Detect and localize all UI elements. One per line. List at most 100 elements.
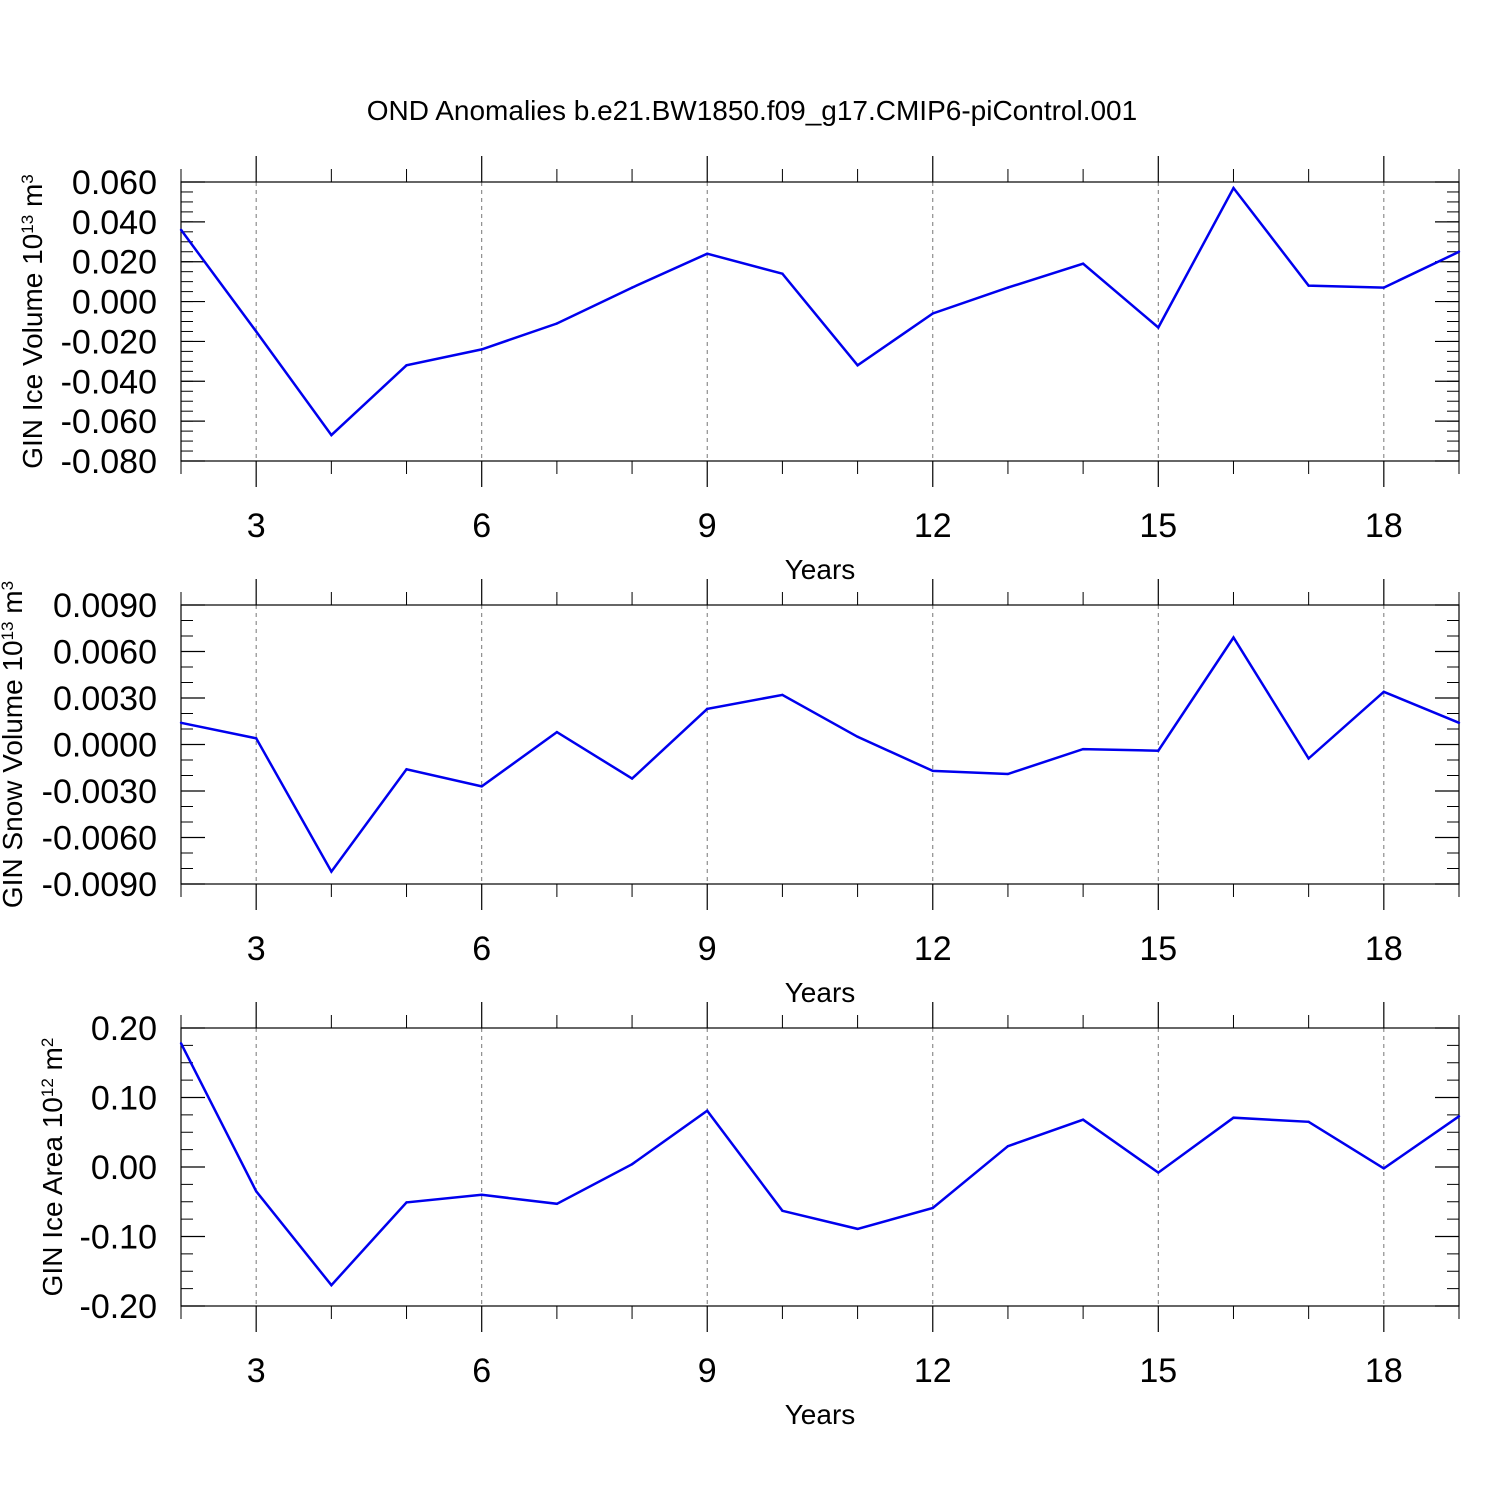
x-tick-label: 15 <box>1139 930 1177 968</box>
x-tick-label: 18 <box>1365 1352 1403 1390</box>
y-axis-label: GIN Snow Volume 1013 m3 <box>0 581 28 908</box>
y-tick-label: -0.20 <box>80 1288 158 1326</box>
data-point <box>706 1109 709 1112</box>
plot-frame <box>180 181 1460 462</box>
y-tick-label: 0.20 <box>91 1010 157 1048</box>
data-point <box>781 693 784 697</box>
data-point <box>856 364 859 367</box>
data-point <box>1006 772 1010 776</box>
data-point <box>179 1042 183 1045</box>
y-axis-label-superscript: 13 <box>18 215 37 234</box>
x-tick-label: 6 <box>472 930 491 968</box>
x-tick-label: 12 <box>914 1352 952 1390</box>
data-point <box>630 286 634 289</box>
y-tick-label: -0.0030 <box>42 773 157 811</box>
data-point <box>1382 690 1386 693</box>
y-axis-label-superscript: 12 <box>38 1078 57 1097</box>
y-tick-label: -0.040 <box>61 363 157 401</box>
x-tick-label: 12 <box>914 507 952 545</box>
data-point <box>1081 262 1085 265</box>
y-tick-label: -0.10 <box>80 1219 158 1257</box>
y-tick-label: 0.00 <box>91 1149 157 1187</box>
data-point <box>706 252 709 255</box>
data-point <box>555 1202 559 1206</box>
data-point <box>1382 286 1386 289</box>
data-point <box>555 730 559 734</box>
y-tick-label: 0.040 <box>72 204 157 242</box>
data-point <box>480 1193 483 1197</box>
data-point <box>781 272 784 275</box>
x-axis-label: Years <box>785 554 856 585</box>
data-point <box>630 777 634 780</box>
x-axis-label: Years <box>785 1399 856 1430</box>
data-point <box>856 735 859 738</box>
panel-ice-area: 0.20 0.10 0.00 -0.10 -0.20 3 6 9 12 15 18 Years GIN … <box>37 1002 1461 1430</box>
x-tick-label: 9 <box>698 507 717 545</box>
data-point <box>405 768 408 771</box>
x-tick-label: 15 <box>1139 1352 1177 1390</box>
y-tick-label: 0.000 <box>72 284 157 322</box>
series-line <box>179 1042 1460 1288</box>
data-point <box>781 1209 784 1212</box>
y-axis-label-superscript: 3 <box>0 581 17 590</box>
data-point <box>179 228 183 232</box>
data-point <box>254 1190 258 1193</box>
x-tick-label: 9 <box>698 1352 717 1390</box>
y-axis-label-superscript: 2 <box>38 1038 57 1047</box>
data-point <box>931 312 934 315</box>
y-tick-label: -0.080 <box>61 443 157 481</box>
data-point <box>1157 749 1160 752</box>
x-tick-label: 18 <box>1365 930 1403 968</box>
plot-frame <box>180 604 1460 885</box>
data-point <box>1006 1144 1010 1148</box>
x-tick-label: 15 <box>1139 507 1177 545</box>
data-point <box>330 870 333 873</box>
panel-ice-volume: 0.0600.0400.0200.000-0.020-0.040-0.060-0… <box>17 156 1461 585</box>
data-point <box>1382 1167 1386 1170</box>
x-tick-label: 3 <box>247 507 266 545</box>
data-point <box>1006 286 1010 289</box>
data-point <box>179 721 183 724</box>
data-point <box>405 364 408 367</box>
data-point <box>1307 284 1310 287</box>
data-point <box>931 769 934 773</box>
data-point <box>1081 1118 1085 1121</box>
data-point <box>254 330 258 333</box>
y-axis-label: GIN Ice Area 1012 m2 <box>37 1038 68 1297</box>
y-tick-label: -0.060 <box>61 403 157 441</box>
data-point <box>1457 1115 1461 1118</box>
y-axis-label: GIN Ice Volume 1013 m3 <box>17 174 48 469</box>
series-line <box>179 185 1460 437</box>
data-point <box>931 1206 934 1210</box>
y-tick-label: 0.10 <box>91 1080 157 1118</box>
data-point <box>1157 326 1160 329</box>
x-tick-label: 3 <box>247 930 266 968</box>
data-point <box>1457 250 1461 253</box>
y-axis-label-text: GIN Ice Volume 10 <box>17 234 48 469</box>
data-point <box>856 1227 859 1231</box>
y-tick-label: 0.020 <box>72 244 157 282</box>
x-tick-label: 6 <box>472 1352 491 1390</box>
data-point <box>330 1283 333 1287</box>
series-line <box>180 635 1460 874</box>
y-axis-label-superscript: 3 <box>18 174 37 183</box>
data-point <box>555 322 559 325</box>
data-point <box>1081 747 1085 751</box>
y-tick-label: 0.0030 <box>53 680 157 718</box>
y-tick-label: -0.0060 <box>42 820 157 858</box>
y-tick-label: 0.060 <box>72 164 157 202</box>
data-point <box>1457 721 1461 724</box>
data-point <box>1232 636 1235 639</box>
y-axis-label-text: m <box>37 1047 68 1078</box>
y-tick-label: -0.020 <box>61 323 157 361</box>
data-point <box>405 1201 408 1204</box>
x-tick-label: 3 <box>247 1352 266 1390</box>
x-axis-label: Years <box>785 977 856 1008</box>
y-tick-label: 0.0000 <box>53 727 157 765</box>
x-tick-label: 18 <box>1365 507 1403 545</box>
y-tick-label: 0.0090 <box>53 587 157 625</box>
data-point <box>330 433 333 437</box>
x-tick-label: 12 <box>914 930 952 968</box>
data-point <box>254 737 258 740</box>
data-point <box>1307 757 1310 760</box>
